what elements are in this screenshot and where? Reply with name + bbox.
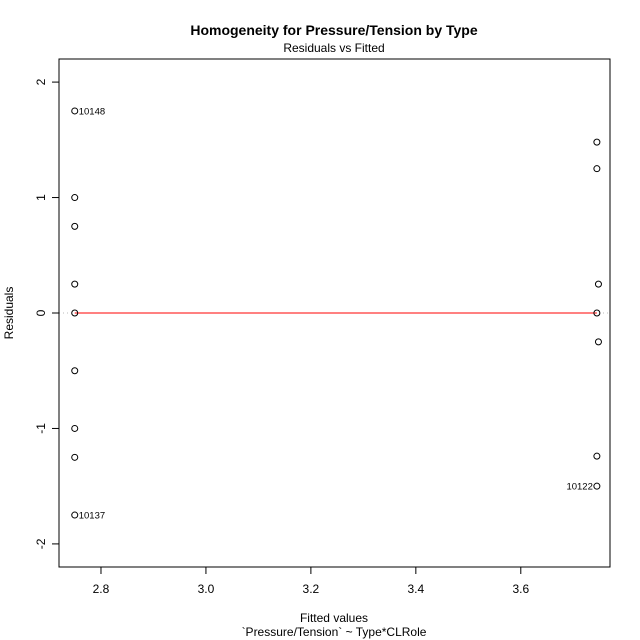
data-point — [594, 338, 602, 346]
data-point — [593, 482, 601, 490]
y-axis: -2 -1 0 1 2 — [34, 78, 60, 549]
data-point — [71, 453, 79, 461]
y-tick-label: 1 — [34, 194, 48, 201]
data-point — [71, 280, 79, 288]
point-id-label: 10148 — [79, 106, 105, 117]
point-id-label: 10137 — [79, 511, 105, 522]
point-id-label: 10122 — [566, 482, 592, 493]
x-axis: 2.8 3.0 3.2 3.4 3.6 — [93, 566, 529, 596]
data-point — [71, 367, 79, 375]
chart-title: Homogeneity for Pressure/Tension by Type — [190, 22, 478, 38]
data-point — [593, 138, 601, 146]
y-tick-label: 2 — [34, 78, 48, 85]
data-point — [594, 280, 602, 288]
data-point — [593, 165, 601, 173]
data-point — [593, 309, 601, 317]
y-axis-label: Residuals — [2, 287, 16, 340]
point-labels: 10148 10137 10122 — [79, 106, 593, 521]
data-point — [593, 452, 601, 460]
data-point — [71, 309, 79, 317]
x-axis-label: Fitted values — [300, 611, 368, 625]
data-points — [71, 107, 602, 519]
y-tick-label: -2 — [34, 538, 48, 549]
y-tick-label: -1 — [34, 423, 48, 434]
data-point — [71, 511, 79, 519]
x-tick-label: 2.8 — [93, 582, 110, 596]
data-point — [71, 107, 79, 115]
chart-subtitle: Residuals vs Fitted — [283, 41, 384, 55]
x-tick-label: 3.4 — [407, 582, 424, 596]
data-point — [71, 194, 79, 202]
data-point — [71, 424, 79, 432]
x-tick-label: 3.6 — [512, 582, 529, 596]
x-tick-label: 3.2 — [303, 582, 320, 596]
y-tick-label: 0 — [34, 309, 48, 316]
data-point — [71, 222, 79, 230]
x-tick-label: 3.0 — [198, 582, 215, 596]
x-axis-sublabel: `Pressure/Tension` ~ Type*CLRole — [242, 625, 427, 639]
